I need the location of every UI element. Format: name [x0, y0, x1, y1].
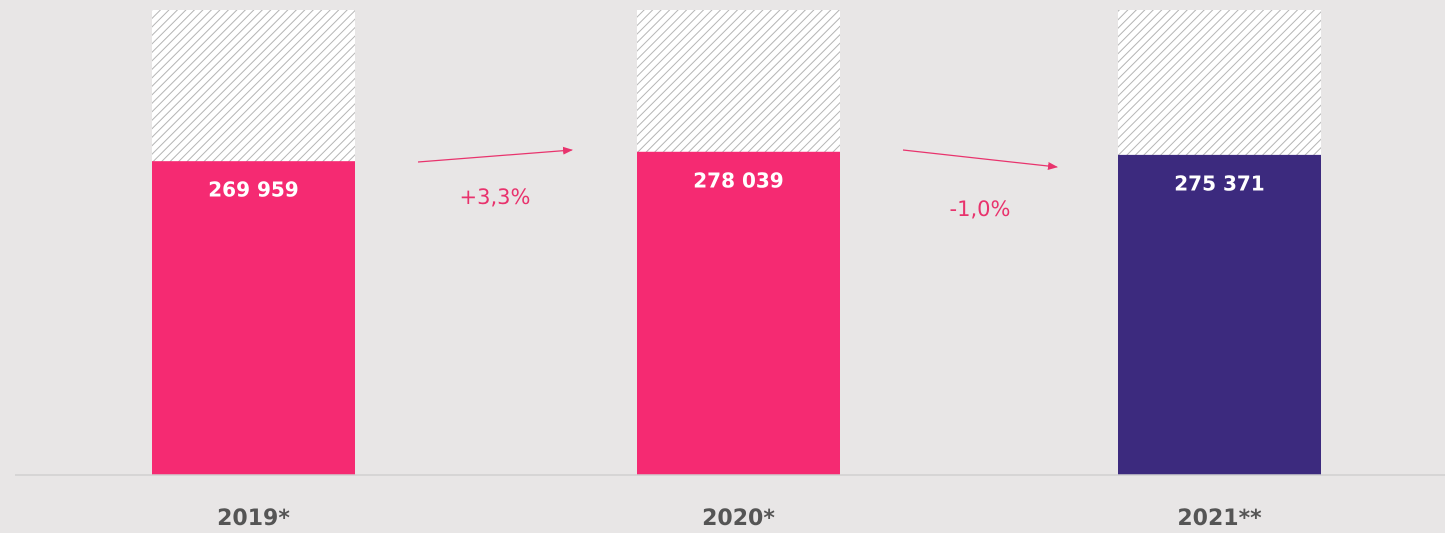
value-label: 269 959 — [208, 178, 298, 202]
trend-arrow — [417, 146, 573, 163]
bar — [637, 151, 840, 475]
change-label: -1,0% — [950, 197, 1011, 221]
value-label: 278 039 — [693, 168, 783, 192]
bar — [1118, 154, 1321, 475]
bar — [152, 161, 355, 475]
change-label: +3,3% — [460, 185, 531, 209]
x-tick-label: 2020* — [702, 506, 775, 531]
value-label: 275 371 — [1174, 171, 1264, 195]
x-tick-label: 2021** — [1177, 506, 1262, 531]
x-tick-label: 2019* — [217, 506, 290, 531]
trend-arrow — [902, 149, 1058, 170]
